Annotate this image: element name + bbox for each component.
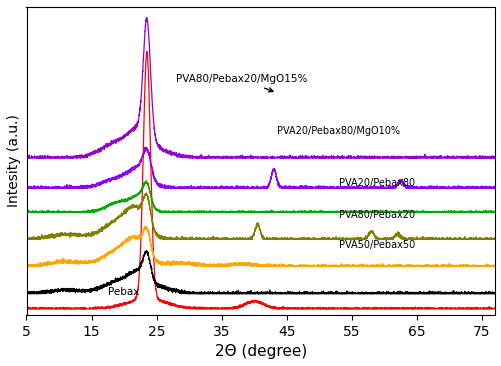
Text: Pebax: Pebax [108, 287, 139, 297]
X-axis label: 2Θ (degree): 2Θ (degree) [214, 344, 306, 359]
Y-axis label: Intesity (a.u.): Intesity (a.u.) [7, 115, 21, 207]
Text: PVA80/Pebax20/MgO15%: PVA80/Pebax20/MgO15% [176, 74, 307, 92]
Text: PVA80/Pebax20: PVA80/Pebax20 [338, 210, 414, 220]
Text: PVA20/Pebax80/MgO10%: PVA20/Pebax80/MgO10% [277, 126, 399, 136]
Text: PVA50/Pebax50: PVA50/Pebax50 [338, 240, 414, 250]
Text: PVA20/Pebax80: PVA20/Pebax80 [338, 179, 414, 188]
